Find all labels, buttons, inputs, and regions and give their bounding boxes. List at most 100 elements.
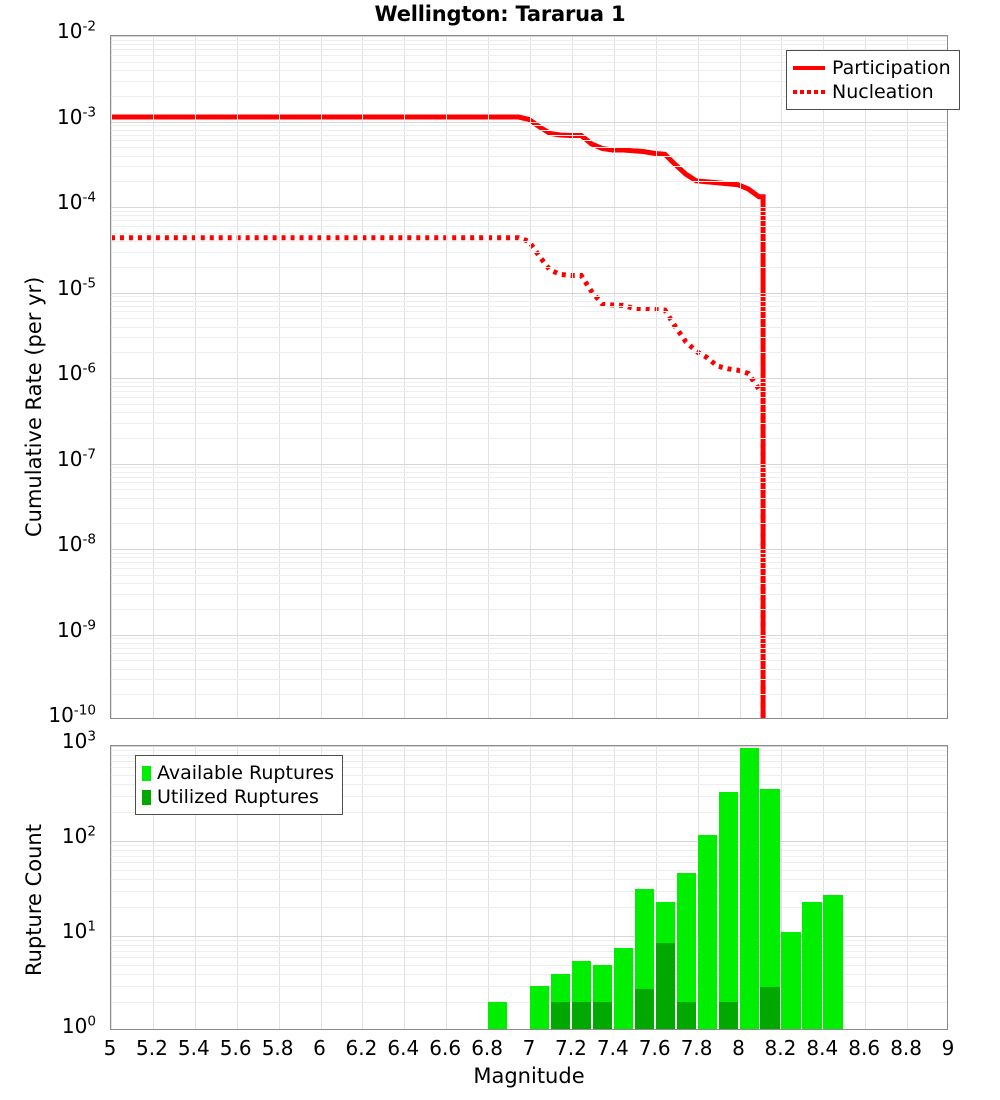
gridline-horizontal-minor [111, 251, 947, 253]
x-tick-5-6: 5.6 [219, 1036, 252, 1060]
histogram-bar[interactable] [676, 873, 696, 1029]
gridline-horizontal-minor [111, 679, 947, 681]
gridline-horizontal-minor [111, 812, 947, 814]
gridline-vertical [111, 746, 112, 1029]
gridline-horizontal-minor [111, 750, 947, 752]
gridline-vertical [907, 746, 909, 1029]
gridline-horizontal-minor [111, 381, 947, 383]
histogram-bar[interactable] [655, 901, 676, 1029]
histogram-bar[interactable] [592, 964, 613, 1029]
gridline-horizontal-major [111, 936, 947, 937]
gridline-horizontal-minor [111, 957, 947, 959]
gridline-horizontal-minor [111, 489, 947, 491]
x-tick-5: 5 [103, 1036, 117, 1060]
gridline-horizontal-minor [111, 647, 947, 649]
gridline-horizontal-minor [111, 337, 947, 339]
histogram-bar[interactable] [781, 932, 801, 1029]
gridline-vertical [362, 746, 364, 1029]
gridline-horizontal-minor [111, 985, 947, 987]
gridline-vertical [613, 746, 615, 1029]
gridline-horizontal-minor [111, 437, 947, 439]
gridline-vertical [530, 36, 531, 718]
x-tick-8-6: 8.6 [848, 1036, 881, 1060]
gridline-horizontal-minor [111, 396, 947, 398]
gridline-horizontal-minor [111, 1002, 947, 1004]
legend-item-utilized-ruptures[interactable]: Utilized Ruptures [142, 785, 334, 809]
gridline-vertical [823, 746, 825, 1029]
gridline-horizontal-minor [111, 973, 947, 975]
histogram-bar[interactable] [550, 973, 571, 1029]
bottom-y-axis-title: Rupture Count [22, 823, 46, 976]
gridline-horizontal-minor [111, 694, 947, 696]
gridline-horizontal-minor [111, 166, 947, 168]
legend-item-participation[interactable]: Participation [793, 56, 951, 80]
gridline-horizontal-minor [111, 140, 947, 142]
gridline-horizontal-minor [111, 945, 947, 947]
top-legend: Participation Nucleation [786, 50, 960, 110]
histogram-bar[interactable] [571, 960, 592, 1029]
gridline-horizontal-minor [111, 783, 947, 785]
gridline-vertical [152, 746, 154, 1029]
histogram-bar[interactable] [823, 895, 843, 1029]
gridline-vertical [697, 36, 699, 718]
gridline-horizontal-major [111, 841, 947, 842]
gridline-vertical [865, 746, 867, 1029]
cumulative-rate-plot [110, 35, 948, 719]
gridline-horizontal-minor [111, 80, 947, 82]
gridline-vertical [571, 36, 573, 718]
gridline-horizontal-minor [111, 653, 947, 655]
x-tick-8: 8 [732, 1036, 745, 1060]
gridline-horizontal-minor [111, 220, 947, 222]
gridline-horizontal-minor [111, 352, 947, 354]
histogram-bar[interactable] [634, 889, 655, 1029]
gridline-horizontal-minor [111, 890, 947, 892]
gridline-horizontal-minor [111, 950, 947, 952]
histogram-bar[interactable] [739, 747, 759, 1029]
x-tick-6: 6 [313, 1036, 326, 1060]
histogram-bar[interactable] [488, 1002, 508, 1029]
gridline-horizontal-minor [111, 422, 947, 424]
histogram-bar-utilized [676, 1002, 696, 1029]
gridline-horizontal-minor [111, 296, 947, 298]
available-ruptures-swatch-icon [142, 765, 151, 781]
gridline-vertical [488, 746, 490, 1029]
x-tick-5-4: 5.4 [177, 1036, 210, 1060]
x-tick-6-4: 6.4 [387, 1036, 420, 1060]
gridline-horizontal-minor [111, 869, 947, 871]
gridline-horizontal-minor [111, 155, 947, 157]
legend-item-nucleation[interactable]: Nucleation [793, 80, 951, 104]
gridline-vertical [362, 36, 364, 718]
histogram-bar[interactable] [760, 789, 780, 1029]
gridline-horizontal-minor [111, 760, 947, 762]
histogram-bar[interactable] [718, 791, 738, 1029]
histogram-bar[interactable] [697, 835, 717, 1029]
gridline-horizontal-minor [111, 300, 947, 302]
page-title: Wellington: Tararua 1 [374, 2, 626, 26]
histogram-bar[interactable] [613, 947, 634, 1029]
gridline-horizontal-minor [111, 767, 947, 769]
gridline-horizontal-minor [111, 70, 947, 72]
gridline-vertical [781, 746, 783, 1029]
x-axis-title: Magnitude [473, 1064, 585, 1088]
gridline-horizontal-minor [111, 215, 947, 217]
gridline-vertical [320, 746, 322, 1029]
gridline-horizontal-minor [111, 567, 947, 569]
x-tick-5-2: 5.2 [135, 1036, 168, 1060]
gridline-horizontal-major [111, 634, 947, 636]
participation-line-swatch-icon [793, 66, 825, 70]
gridline-horizontal-major [111, 746, 947, 747]
gridline-horizontal-minor [111, 44, 947, 46]
x-tick-7-2: 7.2 [554, 1036, 587, 1060]
bottom-plot-area [111, 746, 947, 1029]
gridline-horizontal-minor [111, 583, 947, 585]
gridline-horizontal-minor [111, 855, 947, 857]
histogram-bar[interactable] [802, 901, 822, 1029]
x-tick-8-2: 8.2 [764, 1036, 797, 1060]
gridline-vertical [404, 36, 406, 718]
legend-item-available-ruptures[interactable]: Available Ruptures [142, 761, 334, 785]
top-plot-area [111, 36, 947, 718]
x-tick-6-6: 6.6 [429, 1036, 462, 1060]
nucleation-dotted-swatch-icon [793, 90, 825, 94]
gridline-horizontal-minor [111, 476, 947, 478]
histogram-bar[interactable] [530, 985, 550, 1029]
